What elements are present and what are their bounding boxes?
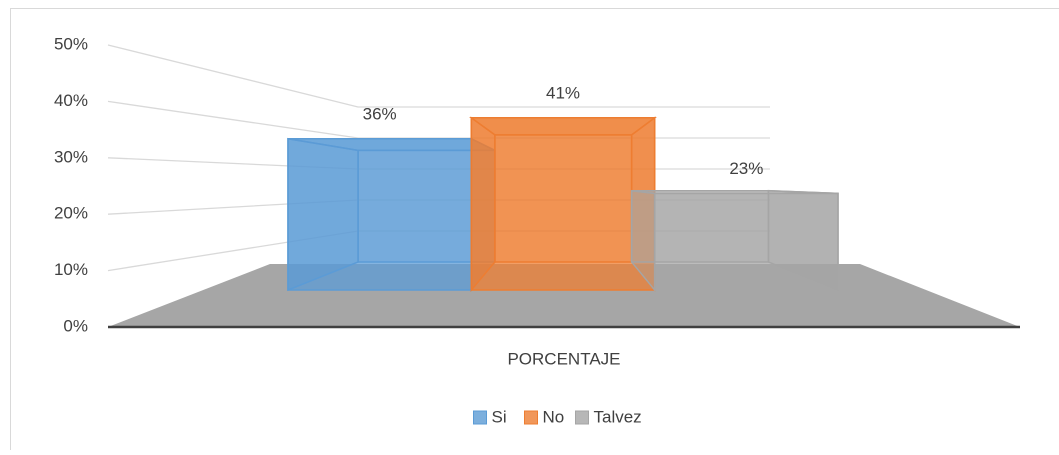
y-tick-label: 50% [54, 34, 88, 53]
y-tick-label: 40% [54, 91, 88, 110]
data-label: 36% [363, 104, 397, 123]
y-tick-label: 20% [54, 204, 88, 223]
y-tick-label: 0% [63, 316, 88, 335]
bar-front [655, 193, 838, 290]
x-tick-label: PORCENTAJE [507, 349, 620, 368]
data-label: 23% [729, 159, 763, 178]
legend-swatch [576, 411, 589, 424]
y-tick-label: 10% [54, 260, 88, 279]
legend-label: Talvez [594, 407, 642, 426]
legend-label: Si [492, 407, 507, 426]
bar-front [471, 118, 654, 290]
bar-front [288, 139, 471, 290]
y-tick-label: 30% [54, 147, 88, 166]
legend-swatch [525, 411, 538, 424]
legend-swatch [474, 411, 487, 424]
data-label: 41% [546, 83, 580, 102]
legend-label: No [543, 407, 565, 426]
